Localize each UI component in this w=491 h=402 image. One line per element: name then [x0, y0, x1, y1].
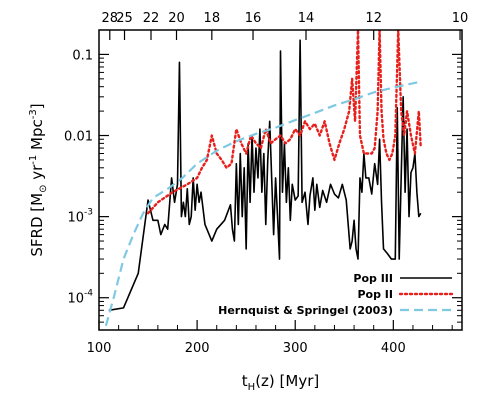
series-line-1	[146, 30, 422, 215]
legend: Pop III Pop II Hernquist & Springel (2003)	[218, 272, 454, 317]
series-line-0	[108, 39, 422, 312]
x-tick-label: 300	[283, 341, 308, 356]
top-tick-label: 12	[365, 11, 382, 26]
top-tick-label: 10	[452, 11, 469, 26]
top-tick-label: 28	[102, 11, 119, 26]
top-tick-label: 25	[116, 11, 133, 26]
y-tick-label: 10-4	[67, 289, 93, 307]
top-tick-label: 14	[298, 11, 315, 26]
x-axis-title: tH(z) [Myr]	[242, 372, 319, 393]
y-axis-title: SFRD [M⊙ yr-1 Mpc-3]	[28, 103, 49, 256]
top-tick-label: 16	[245, 11, 262, 26]
top-tick-label: 22	[143, 11, 160, 26]
x-tick-label: 100	[87, 341, 112, 356]
top-tick-label: 20	[168, 11, 185, 26]
y-tick-label: 0.1	[72, 48, 93, 63]
series-line-2	[104, 80, 422, 327]
legend-label-1: Pop II	[357, 288, 393, 301]
plot-frame	[98, 29, 463, 331]
legend-label-0: Pop III	[353, 272, 393, 285]
legend-label-2: Hernquist & Springel (2003)	[218, 304, 393, 317]
x-tick-label: 200	[185, 341, 210, 356]
y-tick-label: 10-3	[67, 208, 93, 226]
x-tick-label: 400	[381, 341, 406, 356]
top-tick-label: 18	[204, 11, 221, 26]
y-tick-label: 0.01	[64, 130, 93, 145]
